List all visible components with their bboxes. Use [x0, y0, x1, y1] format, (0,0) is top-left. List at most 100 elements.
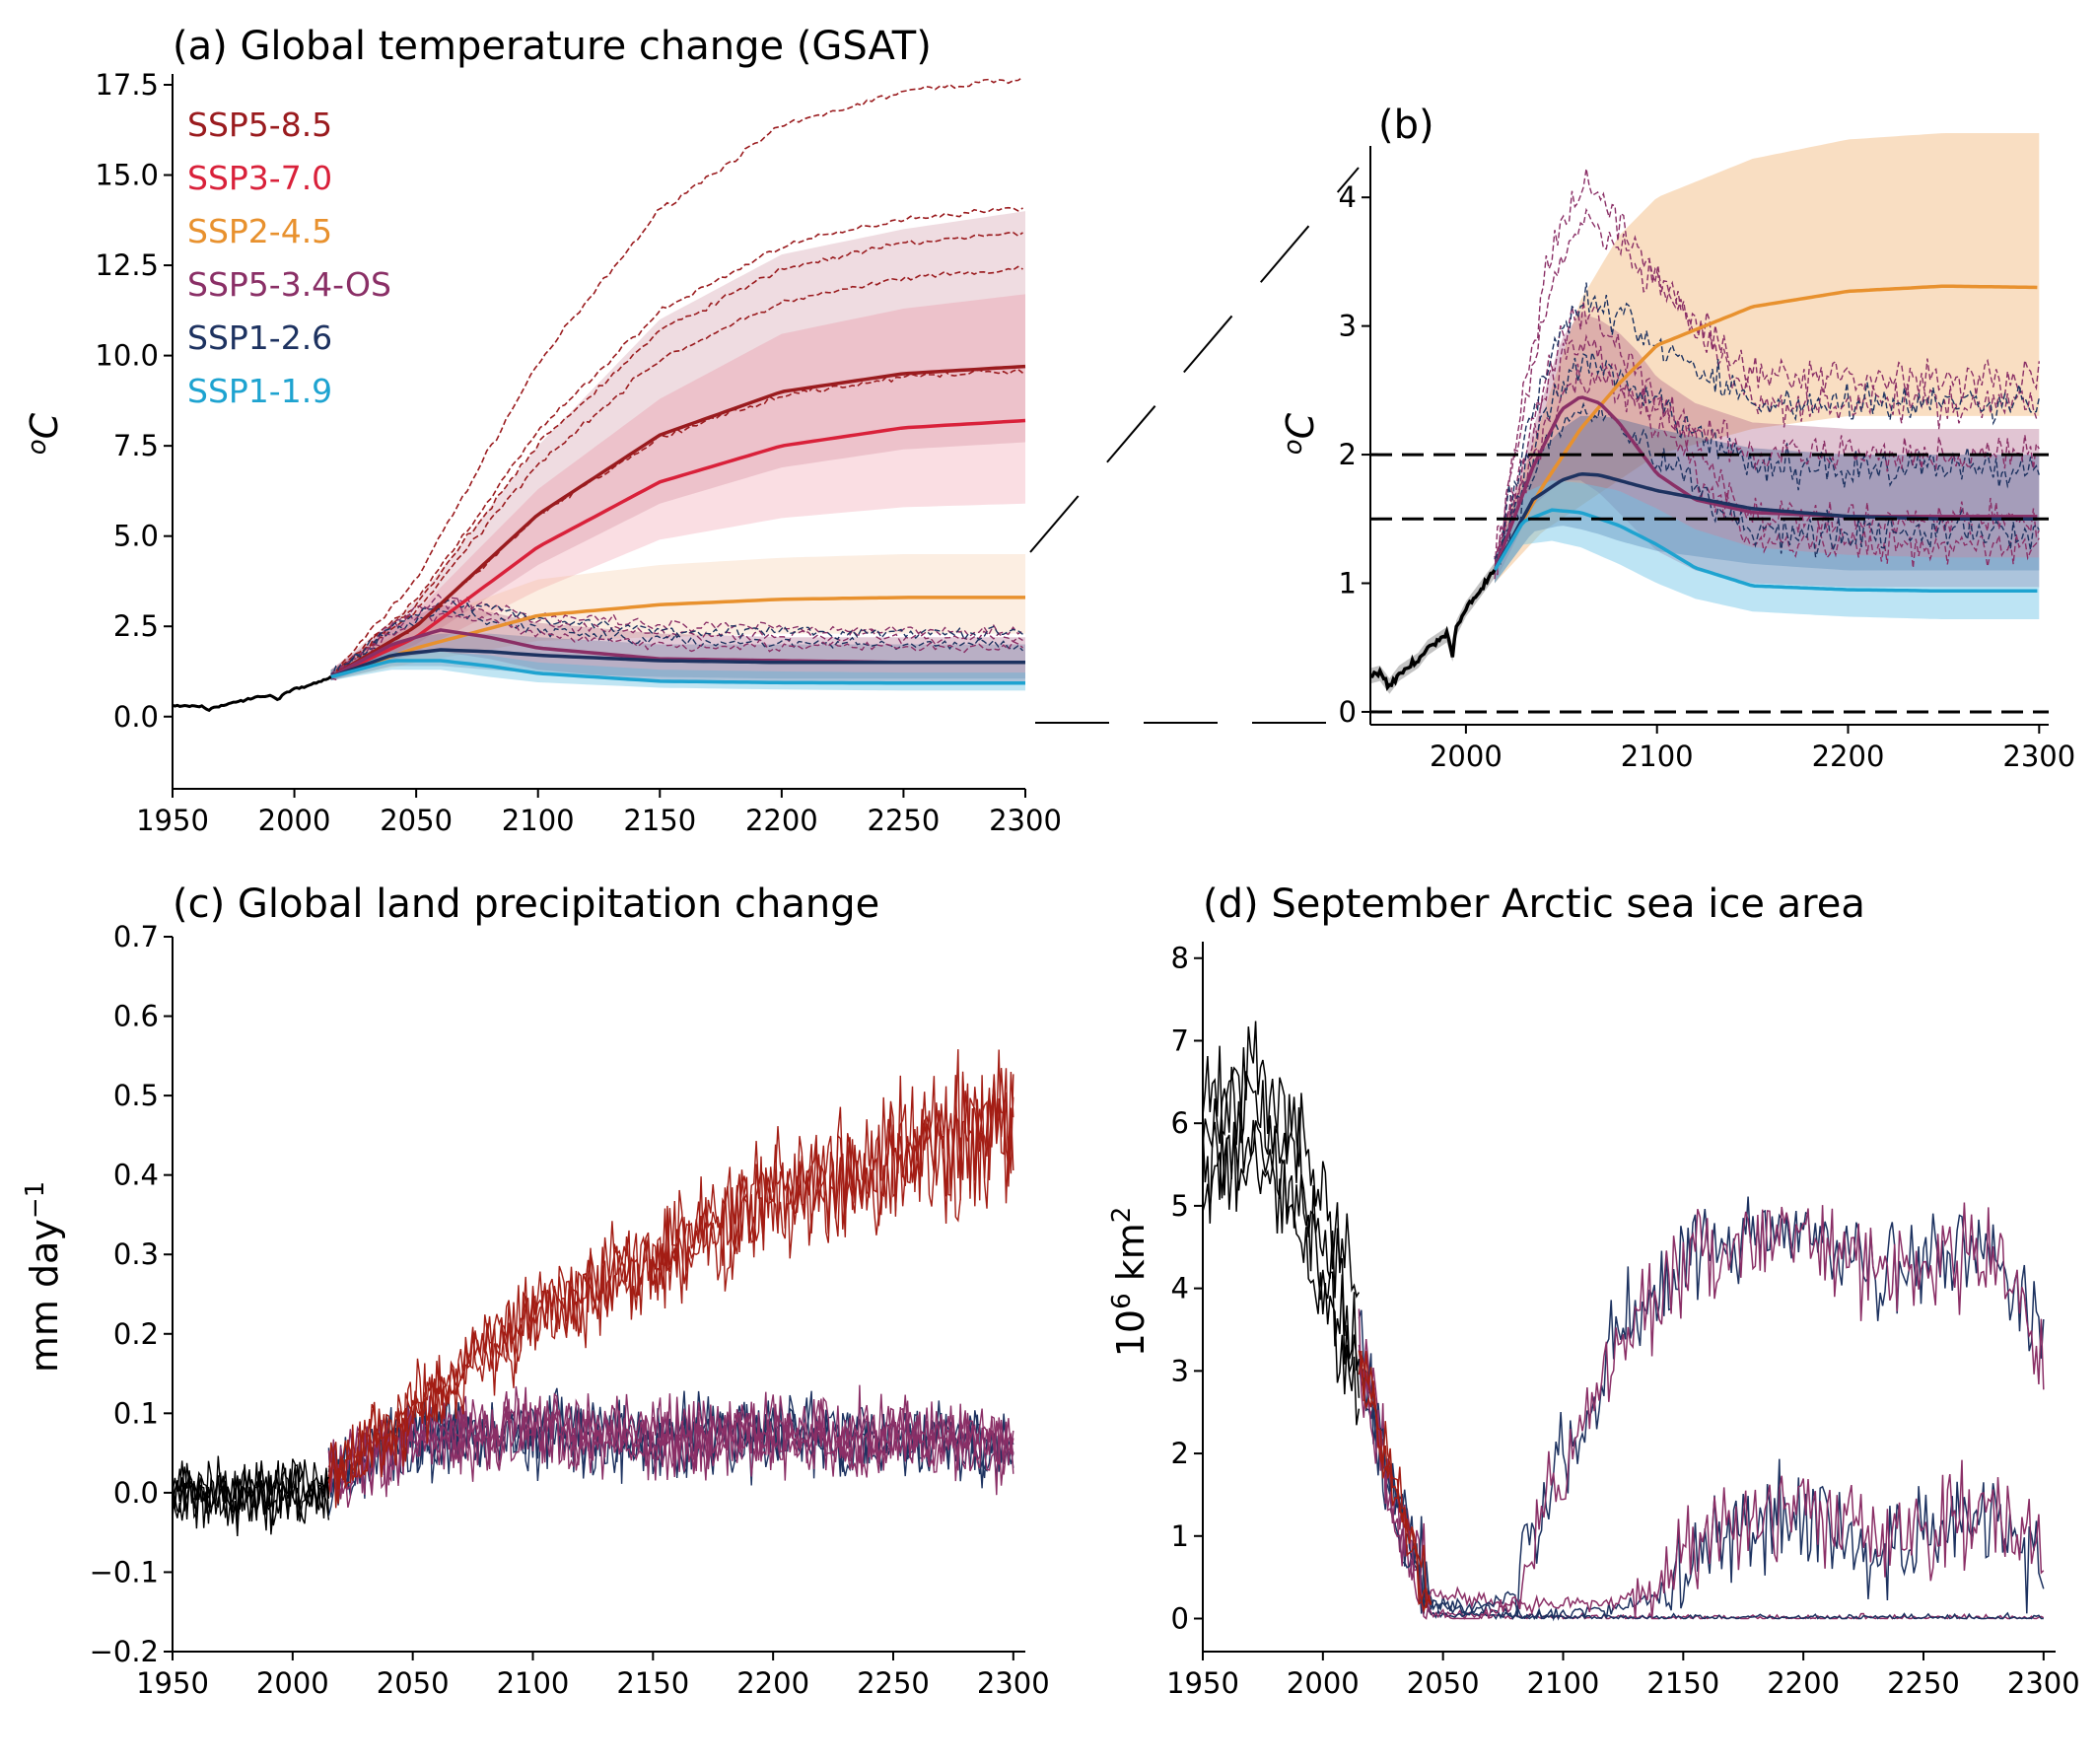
member-ssp585 [330, 231, 1023, 680]
panel-d-x-tick-label: 2150 [1646, 1666, 1719, 1700]
precip-member-historical [172, 1461, 330, 1535]
panel-d: (d) September Arctic sea ice area 106 km… [1107, 882, 2080, 1700]
member-ssp585 [330, 265, 1023, 678]
panel-a: (a) Global temperature change (GSAT) oC … [23, 24, 1062, 837]
zoom-connector [1029, 167, 1360, 724]
member-b [1494, 352, 2040, 573]
panel-c-plot-area [172, 1049, 1014, 1537]
panel-a-y-tick-label: 10.0 [95, 339, 159, 373]
zoom-connector-top [1029, 167, 1360, 553]
precip-member-high-emission [328, 1068, 1014, 1505]
sea-ice-member-ice-free [1358, 1359, 2044, 1621]
panel-b-axes: 2000 2100 2200 2300 0 1 2 3 4 [1339, 146, 2075, 773]
panel-c-ylabel: mm day−1 [21, 1181, 66, 1373]
panel-a-y-tick-label: 2.5 [113, 609, 159, 643]
mean-line-ssp1-2.6 [330, 648, 1025, 679]
panel-c-y-tick-label: 0.1 [113, 1396, 159, 1430]
band-ssp2-4.5 [330, 554, 1026, 681]
panel-d-ylabel-sup6: 6 [1107, 1293, 1137, 1309]
historical-line [172, 674, 332, 713]
panel-a-ylabel-sup: o [23, 439, 52, 455]
member-b [1494, 363, 2040, 571]
panel-a-y-tick-label: 15.0 [95, 159, 159, 192]
panel-c-x-tick-label: 2250 [857, 1666, 930, 1700]
legend-entry-ssp1-2.6: SSP1-2.6 [187, 318, 332, 357]
panel-a-x-tick-label: 2150 [623, 804, 696, 837]
member-low [330, 600, 1023, 674]
historical-band-b [1370, 562, 1495, 694]
panel-d-y-tick-label: 0 [1171, 1602, 1189, 1636]
band-ssp5-8.5 [330, 211, 1026, 681]
sea-ice-member-historical [1202, 1066, 1361, 1372]
panel-b-x-tick-label: 2100 [1621, 740, 1694, 773]
sea-ice-member-historical [1202, 1021, 1361, 1299]
panel-d-ylabel-10: 10 [1109, 1309, 1153, 1357]
mean-line-ssp3-7.0 [329, 418, 1026, 679]
panel-b-y-tick-label: 3 [1339, 310, 1357, 343]
panel-a-ylabel-C: C [23, 412, 66, 439]
panel-d-y-tick-label: 6 [1171, 1106, 1189, 1140]
panel-c-y-tick-label: 0.4 [113, 1159, 159, 1192]
panel-c-y-tick-label: −0.2 [90, 1635, 159, 1668]
panel-a-y-tick-label: 0.0 [113, 700, 159, 734]
panel-b-y-tick-label: 2 [1339, 438, 1357, 471]
precip-member-low-emission [327, 1385, 1014, 1500]
panel-d-y-tick-label: 1 [1171, 1519, 1189, 1553]
panel-b-title: (b) [1378, 103, 1434, 148]
panel-a-y-tick-label: 17.5 [95, 68, 159, 102]
panel-c-axes: 1950 2000 2050 2100 2150 2200 2250 2300 −0.2 −0.1… [90, 920, 1050, 1700]
panel-c-title: (c) Global land precipitation change [173, 882, 879, 927]
panel-d-title: (d) September Arctic sea ice area [1203, 882, 1865, 927]
precip-member-low-emission [327, 1384, 1014, 1497]
legend-entry-ssp5-3.4-os: SSP5-3.4-OS [187, 265, 391, 304]
sea-ice-member-recovery-b [1358, 1309, 2045, 1622]
mean-line-ssp5-8.5 [329, 364, 1026, 679]
panel-c-y-tick-label: 0.3 [113, 1237, 159, 1271]
panel-c-x-tick-label: 2150 [616, 1666, 689, 1700]
member-low [330, 612, 1023, 681]
historical-line-b [1369, 569, 1497, 691]
panel-a-y-tick-label: 12.5 [95, 248, 159, 282]
panel-d-x-tick-label: 2250 [1887, 1666, 1960, 1700]
panel-a-legend: SSP5-8.5 SSP3-7.0 SSP2-4.5 SSP5-3.4-OS SSP1-… [187, 106, 391, 410]
panel-c-y-tick-label: −0.1 [90, 1555, 159, 1588]
panel-c-x-tick-label: 2300 [977, 1666, 1050, 1700]
panel-a-x-tick-label: 2300 [989, 804, 1062, 837]
panel-a-axes: 1950 2000 2050 2100 2150 2200 2250 2300 0.0 2.5 5.… [95, 68, 1061, 837]
panel-d-y-tick-label: 4 [1171, 1272, 1189, 1305]
mean-line-b-ssp1-1.9 [1493, 508, 2038, 594]
panel-b-plot-area [1369, 133, 2049, 714]
panel-d-x-tick-label: 1950 [1166, 1666, 1239, 1700]
panel-a-x-tick-label: 2000 [258, 804, 331, 837]
panel-d-ylabel: 106 km2 [1107, 1207, 1153, 1358]
panel-b-x-tick-label: 2300 [2002, 740, 2075, 773]
panel-c-y-tick-label: 0.5 [113, 1079, 159, 1112]
panel-a-x-tick-label: 2200 [745, 804, 818, 837]
sea-ice-member-ice-free [1358, 1349, 2045, 1620]
panel-d-y-tick-label: 8 [1171, 942, 1189, 975]
panel-b: (b) oC 2000 2100 2200 2300 0 1 2 3 4 [1279, 103, 2075, 773]
panel-b-ylabel-C: C [1279, 412, 1322, 439]
band-ssp1-1.9 [330, 651, 1026, 691]
member-b [1494, 207, 2040, 576]
panel-a-y-tick-label: 7.5 [113, 429, 159, 462]
panel-a-x-tick-label: 2050 [380, 804, 453, 837]
member-low [329, 607, 1023, 680]
panel-b-x-tick-label: 2000 [1430, 740, 1503, 773]
precip-member-high-emission [327, 1049, 1014, 1498]
mean-line-ssp2-4.5 [330, 596, 1025, 679]
mean-line-b-ssp5-3.4-os [1493, 395, 2038, 572]
band-ssp3-7.0 [330, 294, 1026, 681]
panel-d-x-tick-label: 2300 [2007, 1666, 2080, 1700]
legend-entry-ssp5-8.5: SSP5-8.5 [187, 106, 332, 144]
panel-d-x-tick-label: 2050 [1407, 1666, 1480, 1700]
panel-d-x-tick-label: 2200 [1767, 1666, 1840, 1700]
panel-c: (c) Global land precipitation change mm … [21, 882, 1050, 1700]
panel-c-ylabel-sup: −1 [21, 1181, 50, 1219]
panel-b-ylabel-sup: o [1279, 439, 1308, 455]
member-b [1494, 401, 2040, 560]
member-b [1494, 282, 2040, 572]
panel-a-ylabel: oC [23, 412, 66, 455]
mean-line-ssp1-1.9 [330, 659, 1025, 685]
legend-entry-ssp3-7.0: SSP3-7.0 [187, 159, 332, 197]
